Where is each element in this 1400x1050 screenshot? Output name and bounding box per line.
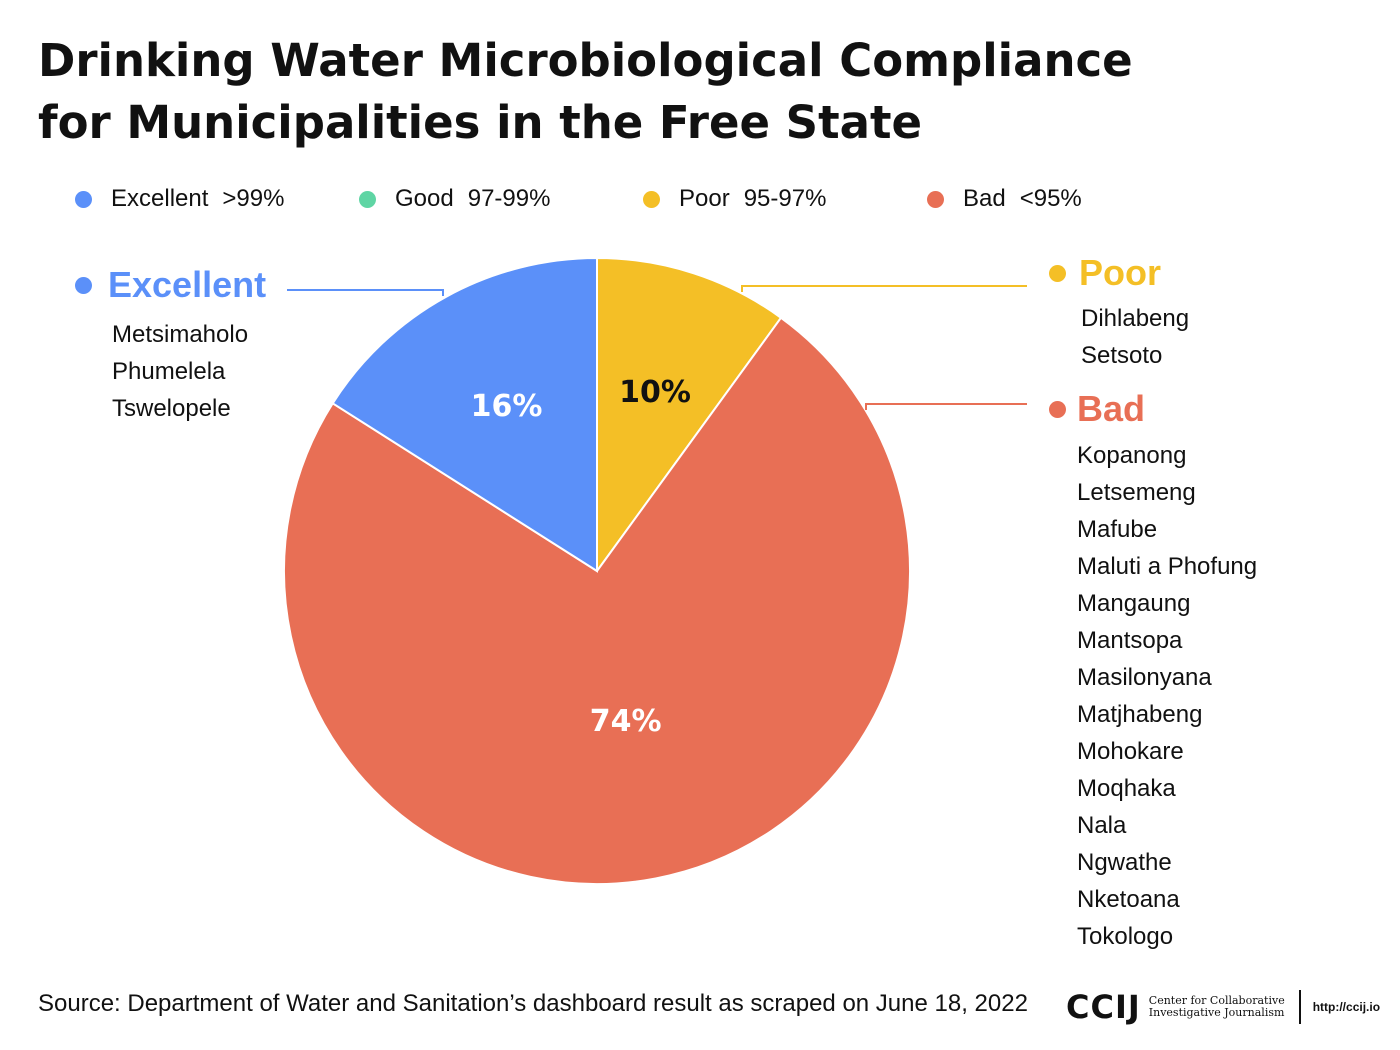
- logo-line-1: Center for Collaborative: [1148, 994, 1285, 1007]
- legend-range-bad: <95%: [1019, 185, 1082, 212]
- municipality-item: Moqhaka: [1077, 775, 1176, 802]
- pie-value-labels: 10% 74% 16%: [471, 375, 691, 739]
- legend-dot-excellent: [75, 190, 92, 208]
- municipality-item: Dihlabeng: [1081, 305, 1190, 332]
- source-note: Source: Department of Water and Sanitati…: [38, 990, 1028, 1017]
- legend: Excellent >99% Good 97-99% Poor 95-97% B…: [0, 185, 1400, 219]
- pie-value-label-excellent: 16%: [471, 389, 543, 424]
- legend-item-poor: Poor 95-97%: [643, 185, 826, 213]
- logo-divider: [1298, 990, 1301, 1024]
- municipality-item: Mantsopa: [1077, 627, 1183, 654]
- municipality-item: Letsemeng: [1077, 479, 1196, 506]
- leader-line-bad: [865, 403, 1027, 410]
- legend-label-bad: Bad: [963, 185, 1006, 212]
- category-dot-poor: [1049, 264, 1066, 282]
- municipality-item: Mangaung: [1077, 590, 1191, 617]
- legend-label-poor: Poor: [679, 185, 730, 212]
- category-heading-poor: Poor: [1049, 252, 1161, 294]
- category-heading-excellent: Excellent: [75, 264, 266, 306]
- municipality-item: Setsoto: [1081, 342, 1163, 369]
- municipality-item: Nala: [1077, 812, 1127, 839]
- municipality-item: Phumelela: [112, 358, 226, 385]
- municipality-item: Tokologo: [1077, 923, 1174, 950]
- poor-municipality-list: Dihlabeng Setsoto: [1081, 300, 1189, 374]
- municipality-item: Maluti a Phofung: [1077, 553, 1258, 580]
- chart-title: Drinking Water Microbiological Complianc…: [38, 34, 1133, 149]
- legend-range-excellent: >99%: [222, 185, 285, 212]
- municipality-item: Mohokare: [1077, 738, 1184, 765]
- leader-lines: [287, 285, 1027, 410]
- category-dot-excellent: [75, 276, 92, 294]
- category-label-excellent: Excellent: [108, 264, 267, 305]
- logo-text: Center for Collaborative Investigative J…: [1149, 995, 1285, 1019]
- pie-value-label-poor: 10%: [619, 375, 691, 410]
- category-heading-bad: Bad: [1049, 388, 1145, 430]
- ccij-logo: CCIJ Center for Collaborative Investigat…: [1066, 988, 1380, 1026]
- pie-slice-bad: [283, 316, 911, 885]
- category-label-bad: Bad: [1077, 388, 1146, 429]
- legend-dot-bad: [927, 190, 944, 208]
- legend-dot-poor: [643, 190, 660, 208]
- pie-slices: [283, 256, 911, 885]
- municipality-item: Nketoana: [1077, 886, 1180, 913]
- municipality-item: Masilonyana: [1077, 664, 1212, 691]
- pie-slice-poor: [596, 256, 783, 575]
- leader-line-excellent: [287, 289, 444, 296]
- excellent-municipality-list: Metsimaholo Phumelela Tswelopele: [112, 316, 248, 427]
- legend-range-poor: 95-97%: [743, 185, 827, 212]
- municipality-item: Kopanong: [1077, 442, 1187, 469]
- municipality-item: Mafube: [1077, 516, 1158, 543]
- pie-slice-excellent: [331, 256, 598, 573]
- pie-value-label-bad: 74%: [590, 704, 662, 739]
- legend-item-bad: Bad <95%: [927, 185, 1082, 213]
- municipality-item: Ngwathe: [1077, 849, 1172, 876]
- legend-range-good: 97-99%: [467, 185, 551, 212]
- municipality-item: Metsimaholo: [112, 321, 249, 348]
- legend-item-good: Good 97-99%: [359, 185, 550, 213]
- legend-item-excellent: Excellent >99%: [75, 185, 284, 213]
- leader-line-poor: [741, 285, 1027, 292]
- category-dot-bad: [1049, 400, 1066, 418]
- category-label-poor: Poor: [1079, 252, 1162, 293]
- legend-label-good: Good: [395, 185, 454, 212]
- logo-line-2: Investigative Journalism: [1148, 1006, 1285, 1019]
- bad-municipality-list: Kopanong Letsemeng Mafube Maluti a Phofu…: [1077, 437, 1257, 955]
- logo-url: http://ccij.io: [1312, 1000, 1381, 1014]
- municipality-item: Matjhabeng: [1077, 701, 1203, 728]
- legend-dot-good: [359, 190, 376, 208]
- legend-label-excellent: Excellent: [111, 185, 209, 212]
- municipality-item: Tswelopele: [112, 395, 231, 422]
- logo-mark: CCIJ: [1066, 988, 1141, 1026]
